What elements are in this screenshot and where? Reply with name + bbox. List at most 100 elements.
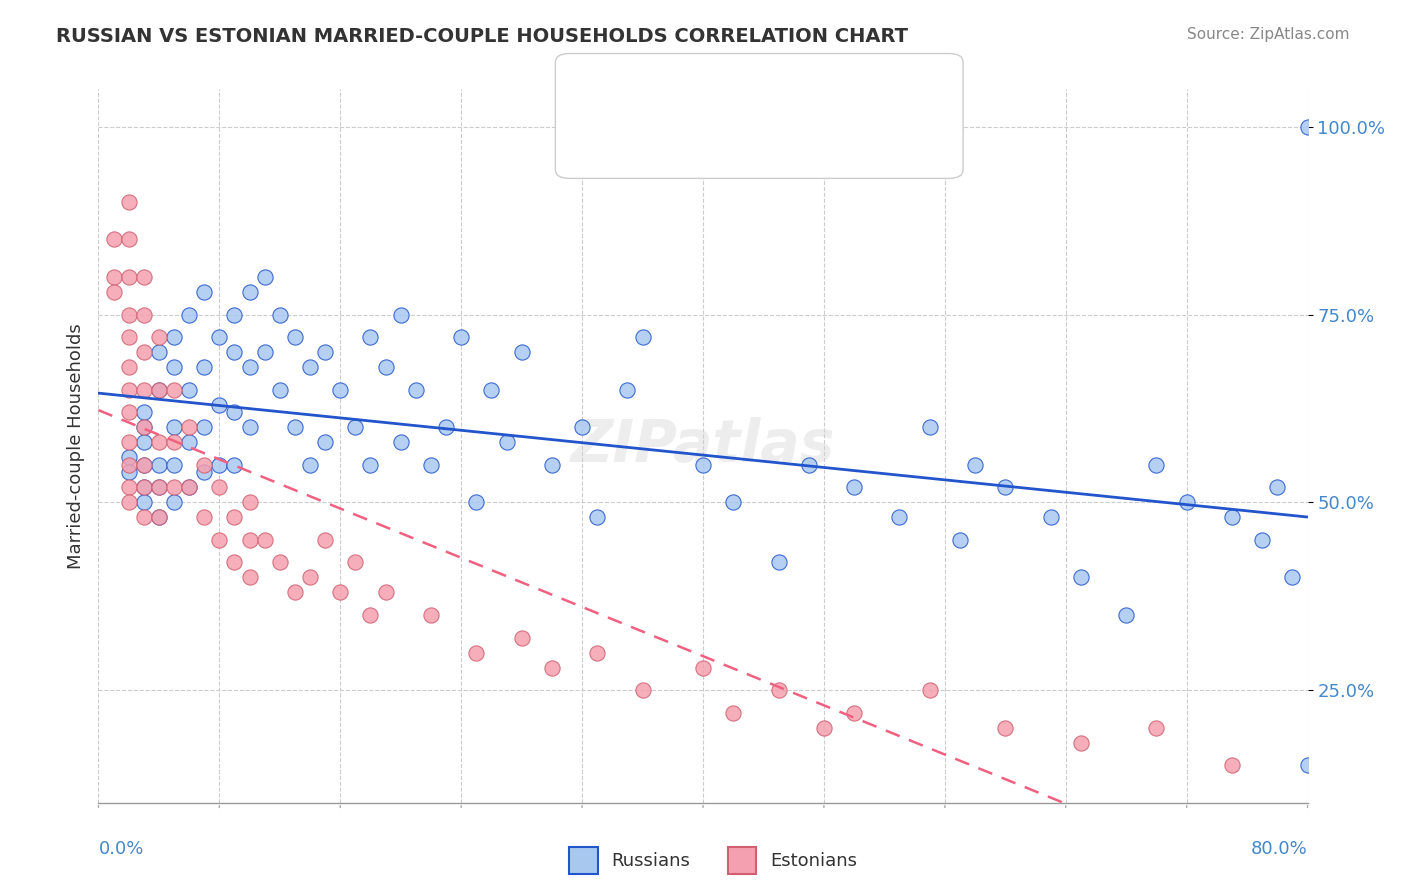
Point <box>103 285 125 299</box>
Point <box>148 480 170 494</box>
Y-axis label: Married-couple Households: Married-couple Households <box>66 323 84 569</box>
Point <box>510 631 533 645</box>
Point <box>208 458 231 472</box>
Point <box>586 510 609 524</box>
Point <box>374 360 396 375</box>
Point <box>269 556 291 570</box>
Point <box>148 345 170 359</box>
Point <box>269 308 291 322</box>
Point <box>118 383 141 397</box>
Point <box>193 360 215 375</box>
Point <box>405 383 427 397</box>
Point <box>723 495 745 509</box>
Point <box>132 420 155 434</box>
Point <box>132 383 155 397</box>
Point <box>723 706 745 720</box>
Point <box>193 420 215 434</box>
Point <box>103 270 125 285</box>
Point <box>889 510 911 524</box>
Point <box>118 465 141 479</box>
Point <box>132 420 155 434</box>
Point <box>148 435 170 450</box>
Point <box>269 383 291 397</box>
Point <box>540 660 562 674</box>
Point <box>450 330 472 344</box>
Point <box>239 285 262 299</box>
Point <box>132 480 155 494</box>
Point <box>132 308 155 322</box>
Point <box>434 420 457 434</box>
Point <box>118 232 141 246</box>
Point <box>374 585 396 599</box>
Point <box>132 458 155 472</box>
Point <box>193 458 215 472</box>
Point <box>420 458 443 472</box>
Point <box>118 330 141 344</box>
Point <box>918 683 941 698</box>
Point <box>360 607 382 622</box>
Point <box>239 533 262 547</box>
Point <box>253 533 276 547</box>
Point <box>540 458 562 472</box>
Point <box>179 480 201 494</box>
Point <box>118 308 141 322</box>
Point <box>692 660 714 674</box>
Point <box>208 533 231 547</box>
Point <box>163 495 186 509</box>
Point <box>163 458 186 472</box>
Point <box>193 285 215 299</box>
Point <box>692 458 714 472</box>
Point <box>179 420 201 434</box>
Point <box>148 480 170 494</box>
Point <box>208 398 231 412</box>
Point <box>132 405 155 419</box>
Point <box>132 435 155 450</box>
Point <box>224 345 246 359</box>
Point <box>299 458 322 472</box>
Text: R = -0.067   N = 67: R = -0.067 N = 67 <box>645 133 823 151</box>
Point <box>118 450 141 465</box>
Point <box>103 232 125 246</box>
Point <box>616 383 638 397</box>
Point <box>1251 533 1274 547</box>
Point <box>389 308 412 322</box>
Point <box>284 420 307 434</box>
Text: RUSSIAN VS ESTONIAN MARRIED-COUPLE HOUSEHOLDS CORRELATION CHART: RUSSIAN VS ESTONIAN MARRIED-COUPLE HOUSE… <box>56 27 908 45</box>
Point <box>1070 736 1092 750</box>
Point <box>389 435 412 450</box>
Point <box>163 480 186 494</box>
Point <box>132 270 155 285</box>
Text: 80.0%: 80.0% <box>1251 840 1308 858</box>
Point <box>148 330 170 344</box>
Point <box>314 533 336 547</box>
Point <box>918 420 941 434</box>
Point <box>495 435 517 450</box>
Point <box>965 458 987 472</box>
Point <box>118 480 141 494</box>
Point <box>1281 570 1303 584</box>
Bar <box>585 77 630 111</box>
Point <box>465 646 488 660</box>
Point <box>163 360 186 375</box>
Text: 0.0%: 0.0% <box>98 840 143 858</box>
Point <box>1144 458 1167 472</box>
Point <box>344 556 367 570</box>
Point <box>224 405 246 419</box>
Point <box>1220 510 1243 524</box>
Point <box>253 270 276 285</box>
Point <box>118 435 141 450</box>
Point <box>571 420 593 434</box>
Point <box>118 458 141 472</box>
Point <box>118 360 141 375</box>
Point <box>631 330 654 344</box>
Point <box>239 495 262 509</box>
Point <box>994 721 1017 735</box>
Text: Source: ZipAtlas.com: Source: ZipAtlas.com <box>1187 27 1350 42</box>
Point <box>118 405 141 419</box>
Point <box>284 330 307 344</box>
Point <box>314 345 336 359</box>
Point <box>239 420 262 434</box>
Text: ZIPatlas: ZIPatlas <box>571 417 835 475</box>
Point <box>208 480 231 494</box>
Point <box>193 465 215 479</box>
